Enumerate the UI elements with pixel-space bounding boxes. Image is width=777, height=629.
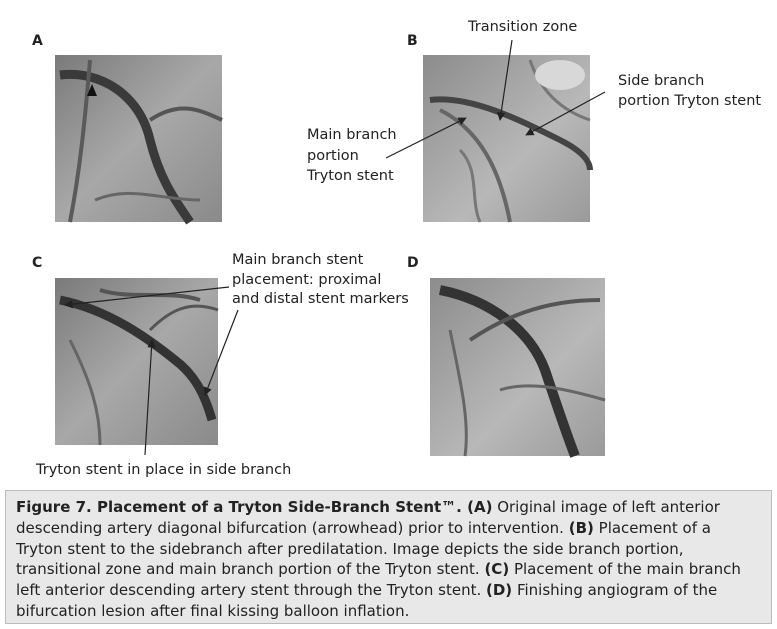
annotation: Tryton stent in place in side branch — [35, 462, 291, 478]
panel-label: B — [407, 33, 418, 49]
caption-segment: (D) — [486, 581, 513, 600]
caption-segment: Placement of the main branch left anteri… — [16, 560, 746, 600]
annotation: portion — [307, 148, 359, 164]
caption-segment: Figure 7. Placement of a Tryton Side-Bra… — [16, 498, 493, 516]
panel-label: D — [407, 255, 419, 271]
annotation: Tryton stent — [306, 168, 394, 184]
caption-segment: Finishing angiogram of the bifurcation l… — [16, 581, 723, 620]
annotation: Main branch stent — [232, 252, 364, 268]
panel-label: C — [32, 255, 42, 271]
annotation: Transition zone — [467, 19, 577, 35]
figure: A B C D Transition zone Side branch port… — [32, 19, 761, 478]
caption-segment: (C) — [484, 560, 510, 579]
annotation: placement: proximal — [232, 272, 381, 288]
caption-segment: Original image of left anterior descendi… — [16, 498, 725, 537]
image-a — [55, 55, 223, 225]
caption-segment: (B) — [568, 518, 594, 537]
annotation: and distal stent markers — [232, 291, 409, 307]
image-d — [430, 278, 606, 458]
caption: Figure 7. Placement of a Tryton Side-Bra… — [5, 490, 772, 624]
image-c — [55, 278, 219, 446]
caption-segment: Placement of a Tryton stent to the sideb… — [16, 518, 716, 579]
annotation: Side branch — [618, 73, 704, 89]
image-b — [423, 55, 593, 223]
annotation: portion Tryton stent — [618, 93, 761, 109]
panel-label: A — [32, 33, 43, 49]
annotation: Main branch — [307, 127, 397, 143]
arrows — [64, 39, 606, 456]
